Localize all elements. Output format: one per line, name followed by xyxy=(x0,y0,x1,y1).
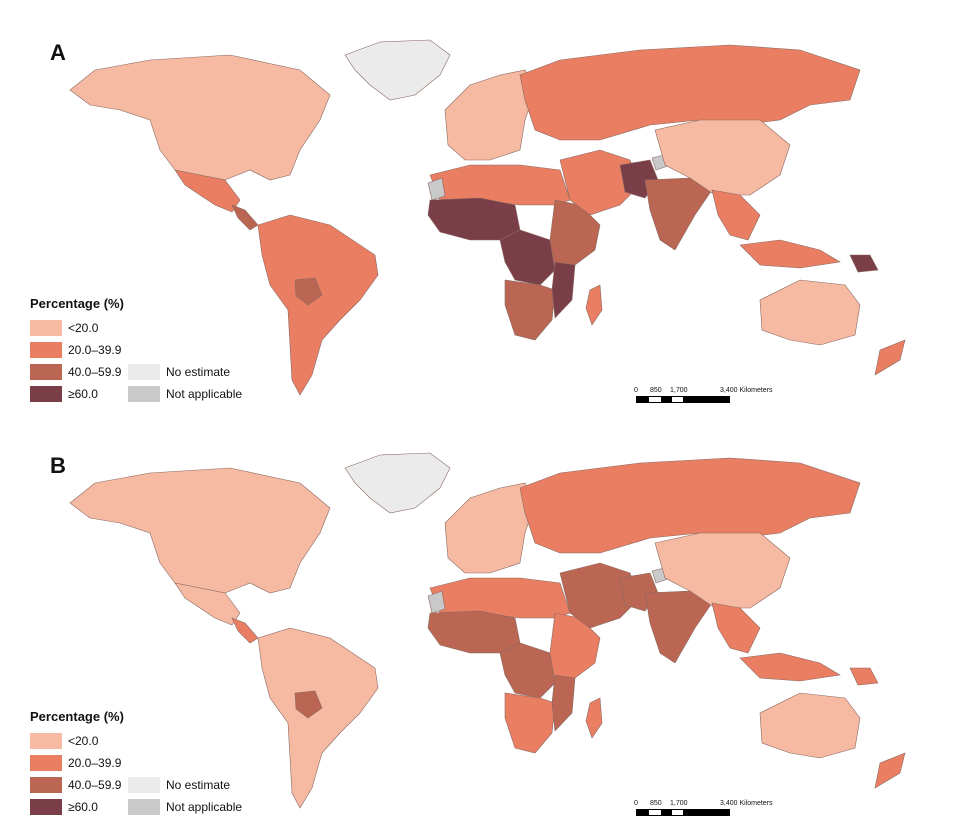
legend-swatch-no-estimate xyxy=(128,364,160,380)
region-india xyxy=(644,177,713,251)
region-western-sahara xyxy=(427,590,446,614)
scale-tick: 850 xyxy=(650,800,662,807)
legend-label: 20.0–39.9 xyxy=(68,756,122,770)
panel-label: A xyxy=(50,40,66,65)
legend-swatch-20-40 xyxy=(30,342,62,358)
legend: Percentage (%) <20.0 20.0–39.9 40.0–59.9… xyxy=(30,709,242,818)
region-mozambique xyxy=(551,261,576,319)
region-greenland xyxy=(344,452,451,514)
region-madagascar xyxy=(585,697,603,739)
region-indonesia xyxy=(739,652,841,682)
legend-label: ≥60.0 xyxy=(68,800,98,814)
legend-label: 20.0–39.9 xyxy=(68,343,122,357)
legend-label: 40.0–59.9 xyxy=(68,365,122,379)
region-greenland xyxy=(344,39,451,101)
legend-swatch-lt20 xyxy=(30,320,62,336)
legend-label: ≥60.0 xyxy=(68,387,98,401)
region-central-america xyxy=(231,617,259,644)
legend-label: Not applicable xyxy=(166,387,243,401)
legend-label: <20.0 xyxy=(68,321,99,335)
scale-bar: 0 850 1,700 3,400 Kilometers xyxy=(634,800,773,820)
legend-swatch-40-60 xyxy=(30,364,62,380)
region-australia xyxy=(759,279,861,346)
region-southeast-asia xyxy=(711,602,761,654)
region-west-africa xyxy=(427,610,521,654)
region-indonesia xyxy=(739,239,841,269)
legend-swatch-not-applicable xyxy=(128,799,160,815)
legend-title: Percentage (%) xyxy=(30,709,124,724)
legend-label: No estimate xyxy=(166,365,231,379)
legend-swatch-20-40 xyxy=(30,755,62,771)
region-australia xyxy=(759,692,861,759)
region-new-zealand xyxy=(874,752,906,789)
region-south-america xyxy=(257,214,379,396)
region-western-sahara xyxy=(427,177,446,201)
legend-label: <20.0 xyxy=(68,734,99,748)
region-west-africa xyxy=(427,197,521,241)
scale-tick: 0 xyxy=(634,387,638,394)
panel-label: B xyxy=(50,453,66,478)
legend-label: 40.0–59.9 xyxy=(68,778,122,792)
legend-swatch-ge60 xyxy=(30,799,62,815)
region-south-america xyxy=(257,627,379,809)
scale-tick: 3,400 Kilometers xyxy=(720,387,773,394)
world-map-a xyxy=(69,39,906,396)
legend-swatch-lt20 xyxy=(30,733,62,749)
region-mozambique xyxy=(551,674,576,732)
region-southern-africa xyxy=(504,279,556,341)
region-bolivia xyxy=(294,690,323,719)
region-central-america xyxy=(231,204,259,231)
region-europe xyxy=(444,482,536,574)
scale-tick: 850 xyxy=(650,387,662,394)
scale-tick: 1,700 xyxy=(670,387,688,394)
legend-label: Not applicable xyxy=(166,800,243,814)
region-png xyxy=(849,667,879,686)
legend-swatch-not-applicable xyxy=(128,386,160,402)
region-china xyxy=(654,532,791,609)
scale-bar: 0 850 1,700 3,400 Kilometers xyxy=(634,387,773,407)
region-north-america xyxy=(69,54,331,181)
region-north-america xyxy=(69,467,331,594)
scale-tick: 3,400 Kilometers xyxy=(720,800,773,807)
region-png xyxy=(849,254,879,273)
region-bolivia xyxy=(294,277,323,306)
region-india xyxy=(644,590,713,664)
region-southeast-asia xyxy=(711,189,761,241)
legend-swatch-40-60 xyxy=(30,777,62,793)
region-russia xyxy=(519,44,861,141)
region-central-africa xyxy=(499,642,556,699)
region-russia xyxy=(519,457,861,554)
map-panel-a: A Percentage (%) <20.0 20.0–39.9 40.0–59… xyxy=(30,39,906,407)
world-map-b xyxy=(69,452,906,809)
region-madagascar xyxy=(585,284,603,326)
region-mexico xyxy=(174,169,241,213)
legend-swatch-ge60 xyxy=(30,386,62,402)
region-mexico xyxy=(174,582,241,626)
region-china xyxy=(654,119,791,196)
legend-label: No estimate xyxy=(166,778,231,792)
scale-tick: 1,700 xyxy=(670,800,688,807)
map-panel-b: B Percentage (%) <20.0 20.0–39.9 40.0–59… xyxy=(0,413,954,826)
legend-swatch-no-estimate xyxy=(128,777,160,793)
legend: Percentage (%) <20.0 20.0–39.9 40.0–59.9… xyxy=(30,296,242,405)
region-central-africa xyxy=(499,229,556,286)
scale-tick: 0 xyxy=(634,800,638,807)
legend-title: Percentage (%) xyxy=(30,296,124,311)
region-southern-africa xyxy=(504,692,556,754)
region-europe xyxy=(444,69,536,161)
region-new-zealand xyxy=(874,339,906,376)
